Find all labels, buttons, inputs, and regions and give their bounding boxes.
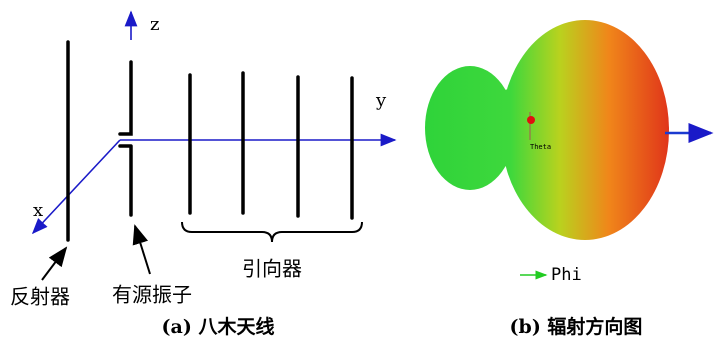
caption: (b) 辐射方向图 [510,315,643,338]
pointer [135,226,150,274]
pattern-surface [425,20,669,240]
caption: (a) 八木天线 [162,315,275,338]
pointer [42,248,66,280]
driven-element [120,62,131,215]
origin-marker [527,116,535,124]
phi-label: Phi [551,265,582,285]
brace [182,222,362,242]
figure: z y x 引向器 反射器 有源振子 (a) 八木天线 Theta Phi (b… [0,0,715,343]
directors-label: 引向器 [242,257,302,281]
theta-label: Theta [530,143,551,151]
x-axis [33,140,120,233]
driven-label: 有源振子 [112,283,192,307]
y-label: y [375,90,387,111]
radiation-pattern: Theta Phi (b) 辐射方向图 [425,20,711,338]
reflector-label: 反射器 [10,285,70,309]
z-label: z [150,14,159,35]
yagi-antenna: z y x 引向器 反射器 有源振子 (a) 八木天线 [10,12,395,338]
x-label: x [33,200,43,221]
